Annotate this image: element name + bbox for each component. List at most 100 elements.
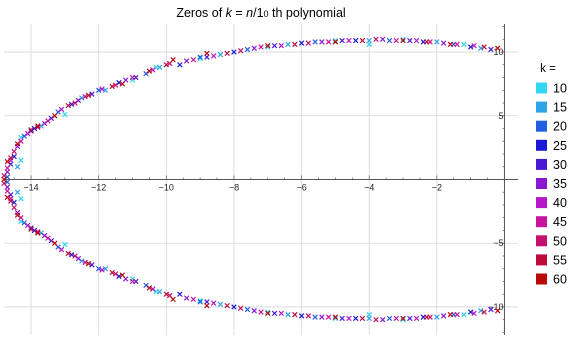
- data-point: [197, 297, 203, 304]
- data-point: [265, 42, 271, 49]
- data-point: [386, 315, 393, 322]
- data-point: [177, 62, 183, 68]
- data-point: [4, 188, 11, 194]
- data-point: [119, 272, 126, 278]
- legend-items: 10 15 20 25 30 35 40 45 50 55 60: [536, 82, 567, 287]
- legend-swatch: [536, 158, 547, 170]
- data-point: [224, 50, 230, 57]
- data-point: [319, 39, 325, 45]
- data-point: [478, 308, 484, 314]
- data-point: [278, 42, 285, 49]
- data-point: [407, 315, 413, 322]
- data-point: [298, 313, 305, 319]
- data-point: [271, 310, 278, 317]
- data-point: [204, 50, 210, 57]
- data-point: [190, 56, 197, 63]
- data-point: [85, 260, 92, 267]
- data-point: [109, 269, 115, 276]
- data-point: [258, 44, 264, 50]
- data-point: [271, 42, 278, 49]
- data-point: [89, 262, 95, 268]
- data-point: [373, 36, 379, 43]
- data-point: [210, 300, 217, 306]
- data-point: [72, 253, 78, 259]
- data-point: [35, 229, 41, 235]
- data-point: [14, 164, 21, 170]
- data-point: [423, 39, 430, 45]
- data-point: [163, 291, 170, 297]
- data-point: [14, 141, 21, 147]
- data-point: [82, 93, 88, 100]
- data-point: [339, 37, 345, 44]
- data-point: [332, 314, 339, 320]
- data-point: [471, 42, 477, 49]
- data-point: [359, 315, 366, 322]
- data-point: [170, 296, 176, 303]
- legend-label: 40: [553, 196, 567, 210]
- legend-label: 45: [553, 215, 567, 229]
- data-point: [177, 291, 183, 297]
- data-point: [197, 299, 203, 305]
- data-point: [346, 315, 352, 322]
- data-point: [312, 314, 318, 320]
- x-tick-label: −2: [432, 183, 442, 193]
- data-point: [183, 58, 190, 64]
- data-point: [4, 158, 11, 165]
- legend-label: 60: [553, 273, 567, 287]
- data-point: [400, 37, 406, 44]
- data-point: [332, 315, 339, 322]
- y-tick-label: 5: [498, 111, 503, 121]
- data-point: [89, 91, 95, 97]
- data-point: [217, 51, 224, 58]
- data-point: [461, 311, 467, 318]
- data-point: [204, 302, 210, 309]
- axes: [4, 24, 518, 335]
- data-point: [346, 37, 352, 44]
- data-point: [265, 44, 271, 50]
- data-point: [494, 308, 501, 314]
- data-point: [494, 45, 501, 51]
- legend: k = 10 15 20 25 30 35 40 45 50 55 60: [536, 63, 567, 287]
- data-point: [146, 68, 153, 74]
- data-point: [197, 55, 203, 62]
- data-point: [82, 259, 88, 266]
- legend-label: 15: [553, 101, 567, 115]
- data-point: [292, 41, 298, 48]
- data-point: [51, 113, 58, 119]
- data-point: [35, 124, 41, 130]
- data-point: [278, 310, 285, 317]
- data-point: [447, 311, 454, 318]
- data-point: [488, 306, 494, 313]
- data-point: [319, 314, 325, 320]
- legend-label: 25: [553, 139, 567, 153]
- legend-swatch: [536, 178, 547, 189]
- x-tick-label: −4: [364, 183, 374, 193]
- data-point: [237, 48, 244, 54]
- data-point: [423, 314, 430, 320]
- data-point: [488, 46, 494, 53]
- data-point: [35, 230, 41, 236]
- data-point: [4, 165, 11, 171]
- data-point: [28, 226, 34, 232]
- data-point: [325, 314, 332, 320]
- data-point: [265, 310, 271, 317]
- data-point: [244, 46, 251, 53]
- data-point: [440, 40, 447, 46]
- data-point: [210, 53, 217, 59]
- data-point: [258, 309, 264, 315]
- x-tick-label: −10: [159, 183, 174, 193]
- data-point: [380, 36, 386, 43]
- data-point: [146, 285, 153, 291]
- data-point: [51, 240, 58, 246]
- data-point: [14, 189, 21, 195]
- data-point: [129, 278, 136, 285]
- legend-label: 20: [553, 120, 567, 134]
- data-point: [28, 127, 34, 133]
- legend-swatch: [536, 254, 547, 266]
- data-points: [1, 36, 501, 323]
- data-point: [312, 39, 318, 45]
- data-point: [366, 315, 372, 322]
- data-point: [85, 92, 92, 99]
- data-point: [393, 315, 399, 322]
- data-point: [434, 314, 440, 320]
